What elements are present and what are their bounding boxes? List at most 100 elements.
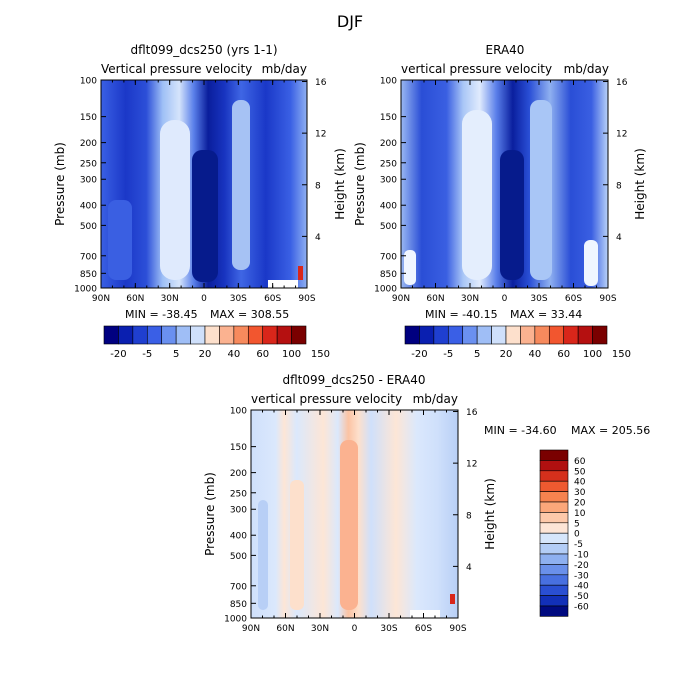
x-tick-label: 30N <box>461 294 479 304</box>
x-tick-label: 90N <box>92 294 110 304</box>
x-tick-label: 90S <box>599 294 616 304</box>
colorbar: -20 -5 5 20 40 60 100 150 <box>103 325 330 360</box>
colorbar-swatch <box>539 449 569 461</box>
colorbar-tick-label: -30 <box>574 571 589 581</box>
x-tick-label: 60N <box>426 294 444 304</box>
colorbar-swatch <box>539 553 569 565</box>
x-tick-label: 90N <box>242 624 260 634</box>
y-tick-label: 250 <box>230 489 247 499</box>
colorbar-swatch <box>520 325 536 345</box>
colorbar-tick-label: -5 <box>443 349 453 360</box>
colorbar-swatch <box>276 325 292 345</box>
y-tick-label: 850 <box>380 270 397 280</box>
panel-difference: dflt099_dcs250 - ERA40 vertical pressure… <box>203 373 650 634</box>
colorbar-swatch <box>291 325 307 345</box>
axes-ticks: 90N 60N 30N 0 30S 60S 90S 100 150 200 250 300 400 500… <box>224 407 478 635</box>
colorbar-swatch <box>419 325 435 345</box>
y-axis-label: Pressure (mb) <box>203 472 217 556</box>
x-tick-label: 30S <box>380 624 397 634</box>
y-tick-label: 700 <box>230 582 247 592</box>
field-feature <box>232 100 250 270</box>
y2-tick-label: 16 <box>616 78 628 88</box>
colorbar-tick-label: 5 <box>574 519 580 529</box>
colorbar-swatch <box>539 532 569 544</box>
field-feature <box>160 120 190 280</box>
y-tick-label: 300 <box>230 506 247 516</box>
colorbar-swatch <box>539 480 569 492</box>
colorbar-swatch <box>190 325 206 345</box>
panel-title: dflt099_dcs250 (yrs 1-1) <box>130 43 277 57</box>
colorbar-swatch <box>539 595 569 607</box>
colorbar-swatch <box>539 460 569 472</box>
field-feature <box>462 110 492 280</box>
colorbar-tick-label: -60 <box>574 603 589 613</box>
colorbar-swatch <box>505 325 521 345</box>
x-tick-label: 60N <box>276 624 294 634</box>
y-tick-label: 500 <box>80 222 97 232</box>
field-feature <box>410 610 440 618</box>
x-tick-label: 30N <box>311 624 329 634</box>
y-tick-label: 1000 <box>224 615 247 625</box>
field-feature <box>192 150 218 282</box>
colorbar-swatch <box>462 325 478 345</box>
colorbar-tick-label: 100 <box>583 349 602 360</box>
colorbar-tick-label: -40 <box>574 582 589 592</box>
colorbar-tick-label: 60 <box>574 457 586 467</box>
colorbar-tick-label: -20 <box>110 349 126 360</box>
field-feature <box>298 266 303 280</box>
colorbar-swatch <box>132 325 148 345</box>
colorbar-tick-label: 50 <box>574 467 586 477</box>
field-feature <box>404 250 416 285</box>
colorbar-tick-label: 0 <box>574 530 580 540</box>
colorbar-swatch <box>539 491 569 503</box>
min-label: MIN = -40.15 <box>425 308 498 321</box>
colorbar-tick-label: 100 <box>282 349 301 360</box>
x-tick-label: 60S <box>264 294 281 304</box>
x-tick-label: 90N <box>392 294 410 304</box>
y-axis-label: Pressure (mb) <box>353 142 367 226</box>
colorbar-tick-label: 30 <box>574 488 586 498</box>
colorbar-swatch <box>103 325 119 345</box>
colorbar-swatch <box>539 501 569 513</box>
panel-subtitle-right: mb/day <box>413 392 458 406</box>
min-label: MIN = -34.60 <box>484 424 557 437</box>
y-tick-label: 400 <box>80 202 97 212</box>
x-tick-label: 0 <box>201 294 207 304</box>
max-label: MAX = 308.55 <box>210 308 289 321</box>
axes-ticks: 90N 60N 30N 0 30S 60S 90S 100 150 200 250 300 400 500… <box>74 77 327 305</box>
colorbar-tick-label: -20 <box>411 349 427 360</box>
colorbar-swatch <box>539 574 569 586</box>
colorbar-tick-label: -50 <box>574 592 589 602</box>
max-label: MAX = 205.56 <box>571 424 650 437</box>
colorbar-swatch <box>548 325 565 345</box>
panel-subtitle-left: Vertical pressure velocity <box>101 62 252 76</box>
colorbar-swatch <box>534 325 550 345</box>
x-tick-label: 60N <box>126 294 144 304</box>
y-tick-label: 400 <box>230 532 247 542</box>
panel-title: dflt099_dcs250 - ERA40 <box>282 373 425 387</box>
colorbar-swatch <box>433 325 449 345</box>
y-tick-label: 850 <box>80 270 97 280</box>
y-tick-label: 300 <box>380 176 397 186</box>
panel-subtitle-right: mb/day <box>564 62 609 76</box>
colorbar-swatch <box>262 325 278 345</box>
colorbar-tick-label: 10 <box>574 509 586 519</box>
panel-subtitle-right: mb/day <box>262 62 307 76</box>
y2-tick-label: 16 <box>466 408 478 418</box>
colorbar-swatch <box>539 522 569 534</box>
x-tick-label: 90S <box>449 624 466 634</box>
x-tick-label: 60S <box>565 294 582 304</box>
y-tick-label: 200 <box>380 139 397 149</box>
x-tick-label: 30S <box>530 294 547 304</box>
field-feature <box>530 100 552 280</box>
colorbar-tick-label: 150 <box>311 349 330 360</box>
colorbar-tick-label: -10 <box>574 551 589 561</box>
y2-axis-label: Height (km) <box>633 148 647 219</box>
y-tick-label: 700 <box>380 252 397 262</box>
colorbar-swatch <box>233 325 249 345</box>
colorbar-swatch <box>563 325 579 345</box>
x-tick-label: 60S <box>415 624 432 634</box>
colorbar-swatch <box>447 325 464 345</box>
y2-axis-label: Height (km) <box>333 148 347 219</box>
